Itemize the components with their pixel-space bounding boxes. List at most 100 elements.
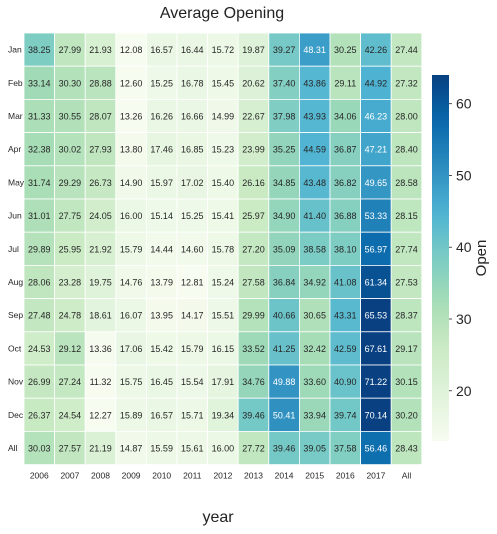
cell-value-label: 15.61: [181, 444, 204, 454]
heatmap-cell: [84, 331, 117, 366]
heatmap-cell: [207, 331, 239, 366]
heatmap-cell: [23, 198, 56, 233]
cell-value-label: 15.23: [212, 145, 235, 155]
cell-value-label: 13.95: [150, 311, 173, 321]
cell-value-label: 28.37: [395, 311, 418, 321]
cell-value-label: 16.85: [181, 145, 204, 155]
cell-value-label: 44.92: [365, 78, 388, 88]
column-label: 2008: [91, 471, 110, 481]
cell-value-label: 12.08: [120, 45, 143, 55]
cell-value-label: 32.38: [28, 145, 51, 155]
cell-value-label: 34.90: [273, 211, 296, 221]
cell-value-label: 42.59: [334, 344, 357, 354]
heatmap-cell: [207, 198, 239, 233]
cell-value-label: 13.80: [120, 145, 143, 155]
heatmap-cell: [115, 298, 147, 333]
heatmap-cell: [115, 165, 147, 200]
cell-value-label: 28.58: [395, 178, 418, 188]
cell-value-label: 37.58: [334, 444, 357, 454]
heatmap-cell: [115, 198, 147, 233]
cell-value-label: 13.79: [150, 278, 173, 288]
heatmap-cell: [360, 397, 392, 432]
cell-value-label: 17.02: [181, 178, 204, 188]
cell-value-label: 19.75: [89, 278, 112, 288]
cell-value-label: 26.37: [28, 410, 51, 420]
heatmap-cell: [390, 430, 423, 465]
cell-value-label: 14.76: [120, 278, 143, 288]
column-label: 2011: [183, 471, 202, 481]
cell-value-label: 39.46: [273, 444, 296, 454]
heatmap-cell: [176, 264, 209, 299]
column-label: 2010: [152, 471, 171, 481]
heatmap-cell: [237, 298, 270, 333]
cell-value-label: 15.24: [212, 278, 235, 288]
cell-value-label: 14.99: [212, 112, 235, 122]
heatmap-cell: [176, 298, 209, 333]
cell-value-label: 34.76: [242, 377, 265, 387]
cell-value-label: 15.78: [212, 244, 235, 254]
cell-value-label: 15.14: [150, 211, 173, 221]
cell-value-label: 20.62: [242, 78, 265, 88]
cell-value-label: 26.73: [89, 178, 112, 188]
cell-value-label: 27.99: [59, 45, 82, 55]
cell-value-label: 38.10: [334, 244, 357, 254]
cell-value-label: 31.33: [28, 112, 51, 122]
cell-value-label: 17.06: [120, 344, 143, 354]
column-label: 2007: [60, 471, 79, 481]
heatmap-cell: [145, 397, 178, 432]
heatmap-cell: [298, 32, 331, 67]
heatmap-cell: [84, 298, 117, 333]
colorbar-tick-label: 50: [456, 167, 472, 183]
heatmap-cell: [145, 331, 178, 366]
cell-value-label: 27.93: [89, 145, 112, 155]
cell-value-label: 27.75: [59, 211, 82, 221]
cell-value-label: 15.71: [181, 410, 204, 420]
cell-value-label: 15.25: [181, 211, 204, 221]
column-labels: 2006 2007 2008 2009 2010 2011 2012 2013 2014 2015…: [30, 471, 411, 481]
cell-value-label: 43.93: [303, 112, 326, 122]
row-label: Mar: [8, 111, 23, 121]
cell-value-label: 32.42: [303, 344, 326, 354]
heatmap-cell: [54, 99, 86, 134]
cell-value-label: 30.25: [334, 45, 357, 55]
row-label: Aug: [8, 277, 23, 287]
cell-value-label: 27.72: [242, 444, 265, 454]
cell-value-label: 15.75: [120, 377, 143, 387]
heatmap-cell: [360, 364, 392, 399]
colorbar-tick-label: 60: [456, 96, 472, 112]
column-label: All: [402, 471, 412, 481]
heatmap-cell: [84, 231, 117, 266]
heatmap-cell: [329, 99, 362, 134]
cell-value-label: 46.23: [365, 112, 388, 122]
cell-value-label: 13.26: [120, 112, 143, 122]
heatmap-cell: [207, 132, 239, 167]
heatmap-cell: [360, 430, 392, 465]
cell-value-label: 44.59: [303, 145, 326, 155]
cell-value-label: 34.06: [334, 112, 357, 122]
cell-value-label: 13.36: [89, 344, 112, 354]
heatmap-cell: [390, 231, 423, 266]
heatmap-cell: [390, 99, 423, 134]
heatmap-cell: [23, 231, 56, 266]
cell-value-label: 43.86: [303, 78, 326, 88]
heatmap-cell: [268, 231, 300, 266]
cell-value-label: 21.19: [89, 444, 112, 454]
cell-value-label: 26.16: [242, 178, 265, 188]
row-label: Nov: [8, 377, 24, 387]
heatmap-cell: [329, 298, 362, 333]
cell-value-label: 42.26: [365, 45, 388, 55]
heatmap-cell: [145, 231, 178, 266]
cell-value-label: 29.99: [242, 311, 265, 321]
cell-value-label: 16.07: [120, 311, 143, 321]
cell-value-label: 28.43: [395, 444, 418, 454]
column-label: 2015: [305, 471, 324, 481]
row-label: Oct: [8, 343, 22, 353]
heatmap-cell: [360, 264, 392, 299]
column-label: 2014: [275, 471, 294, 481]
heatmap-cell: [207, 65, 239, 100]
heatmap-cell: [84, 198, 117, 233]
heatmap-cell: [145, 99, 178, 134]
heatmap-cell: [237, 364, 270, 399]
row-label: Jan: [8, 45, 22, 55]
